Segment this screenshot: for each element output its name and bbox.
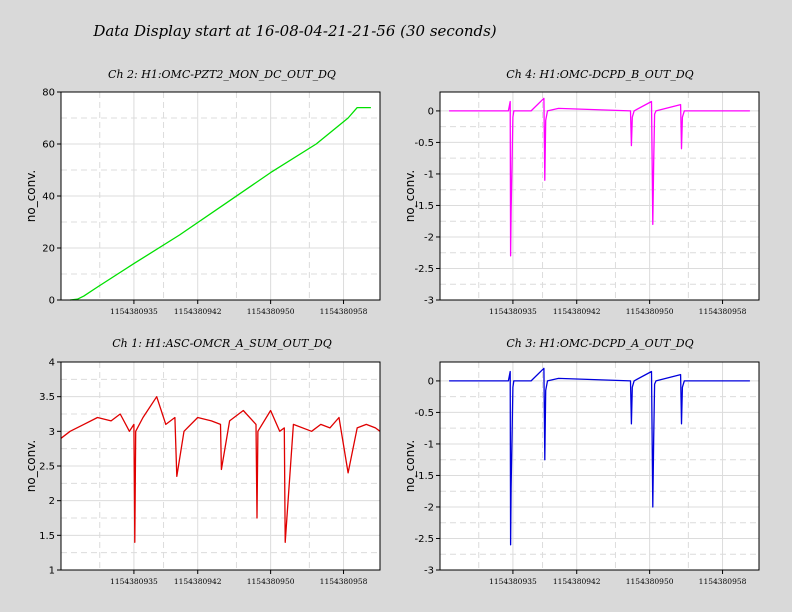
chart-title: Ch 1: H1:ASC-OMCR_A_SUM_OUT_DQ (112, 337, 332, 350)
x-tick-label: 1154380950 (626, 577, 674, 586)
y-tick-label: 20 (42, 244, 55, 255)
y-tick-label: 4 (49, 358, 55, 369)
x-tick-label: 1154380958 (699, 307, 747, 316)
y-tick-label: 2.5 (39, 462, 55, 473)
y-tick-label: -2 (424, 232, 434, 243)
y-axis-label: no_conv. (403, 170, 417, 222)
y-tick-label: -3 (424, 566, 434, 577)
y-tick-label: 1 (49, 566, 55, 577)
y-tick-label: 3.5 (39, 392, 55, 403)
chart-title: Ch 2: H1:OMC-PZT2_MON_DC_OUT_DQ (108, 68, 336, 81)
chart-4: -3 -2.5 -2 -1.5 -1 -0.5 0 1154380935 1154380942 1… (403, 361, 760, 586)
y-tick-label: -1.5 (414, 471, 434, 482)
x-tick-label: 1154380950 (247, 577, 295, 586)
y-tick-label: -0.5 (414, 408, 434, 419)
x-tick-label: 1154380935 (110, 307, 158, 316)
x-tick-label: 1154380958 (320, 307, 368, 316)
chart-3: 1 1.5 2 2.5 3 3.5 4 1154380935 1154380942 1154380… (24, 358, 381, 586)
main-title: Data Display start at 16-08-04-21-21-56 … (93, 22, 497, 40)
chart-2: -3 -2.5 -2 -1.5 -1 -0.5 0 1154380935 1154380942 1… (403, 91, 760, 316)
y-tick-label: -0.5 (414, 138, 434, 149)
series-line (449, 367, 750, 546)
y-tick-label: 0 (428, 376, 434, 387)
y-axis-label: no_conv. (403, 440, 417, 492)
y-tick-label: -2.5 (414, 264, 434, 275)
y-tick-label: 1.5 (39, 531, 55, 542)
y-tick-label: -1 (424, 169, 434, 180)
chart-title: Ch 4: H1:OMC-DCPD_B_OUT_DQ (506, 68, 694, 81)
y-tick-label: 0 (428, 106, 434, 117)
x-tick-label: 1154380950 (626, 307, 674, 316)
x-tick-label: 1154380935 (489, 577, 537, 586)
y-tick-label: -2.5 (414, 534, 434, 545)
x-tick-label: 1154380942 (553, 577, 601, 586)
plot-frame (439, 361, 760, 571)
x-tick-label: 1154380935 (110, 577, 158, 586)
x-tick-label: 1154380942 (174, 577, 222, 586)
x-tick-label: 1154380942 (553, 307, 601, 316)
y-tick-label: -1 (424, 439, 434, 450)
y-axis-label: no_conv. (24, 170, 38, 222)
y-tick-label: -3 (424, 296, 434, 307)
y-tick-label: -2 (424, 502, 434, 513)
y-tick-label: 80 (42, 88, 55, 99)
x-tick-label: 1154380942 (174, 307, 222, 316)
y-tick-label: 0 (49, 296, 55, 307)
series-line (70, 106, 371, 301)
x-tick-label: 1154380958 (320, 577, 368, 586)
plot-frame (439, 91, 760, 301)
x-tick-label: 1154380935 (489, 307, 537, 316)
chart-1: 0 20 40 60 80 1154380935 1154380942 1154380950 1… (24, 88, 381, 316)
y-axis-label: no_conv. (24, 440, 38, 492)
y-tick-label: -1.5 (414, 201, 434, 212)
y-tick-label: 60 (42, 140, 55, 151)
x-tick-label: 1154380950 (247, 307, 295, 316)
y-tick-label: 40 (42, 192, 55, 203)
x-tick-label: 1154380958 (699, 577, 747, 586)
series-line (60, 396, 381, 543)
chart-title: Ch 3: H1:OMC-DCPD_A_OUT_DQ (506, 337, 694, 350)
series-line (449, 97, 750, 257)
y-tick-label: 2 (49, 496, 55, 507)
y-tick-label: 3 (49, 427, 55, 438)
